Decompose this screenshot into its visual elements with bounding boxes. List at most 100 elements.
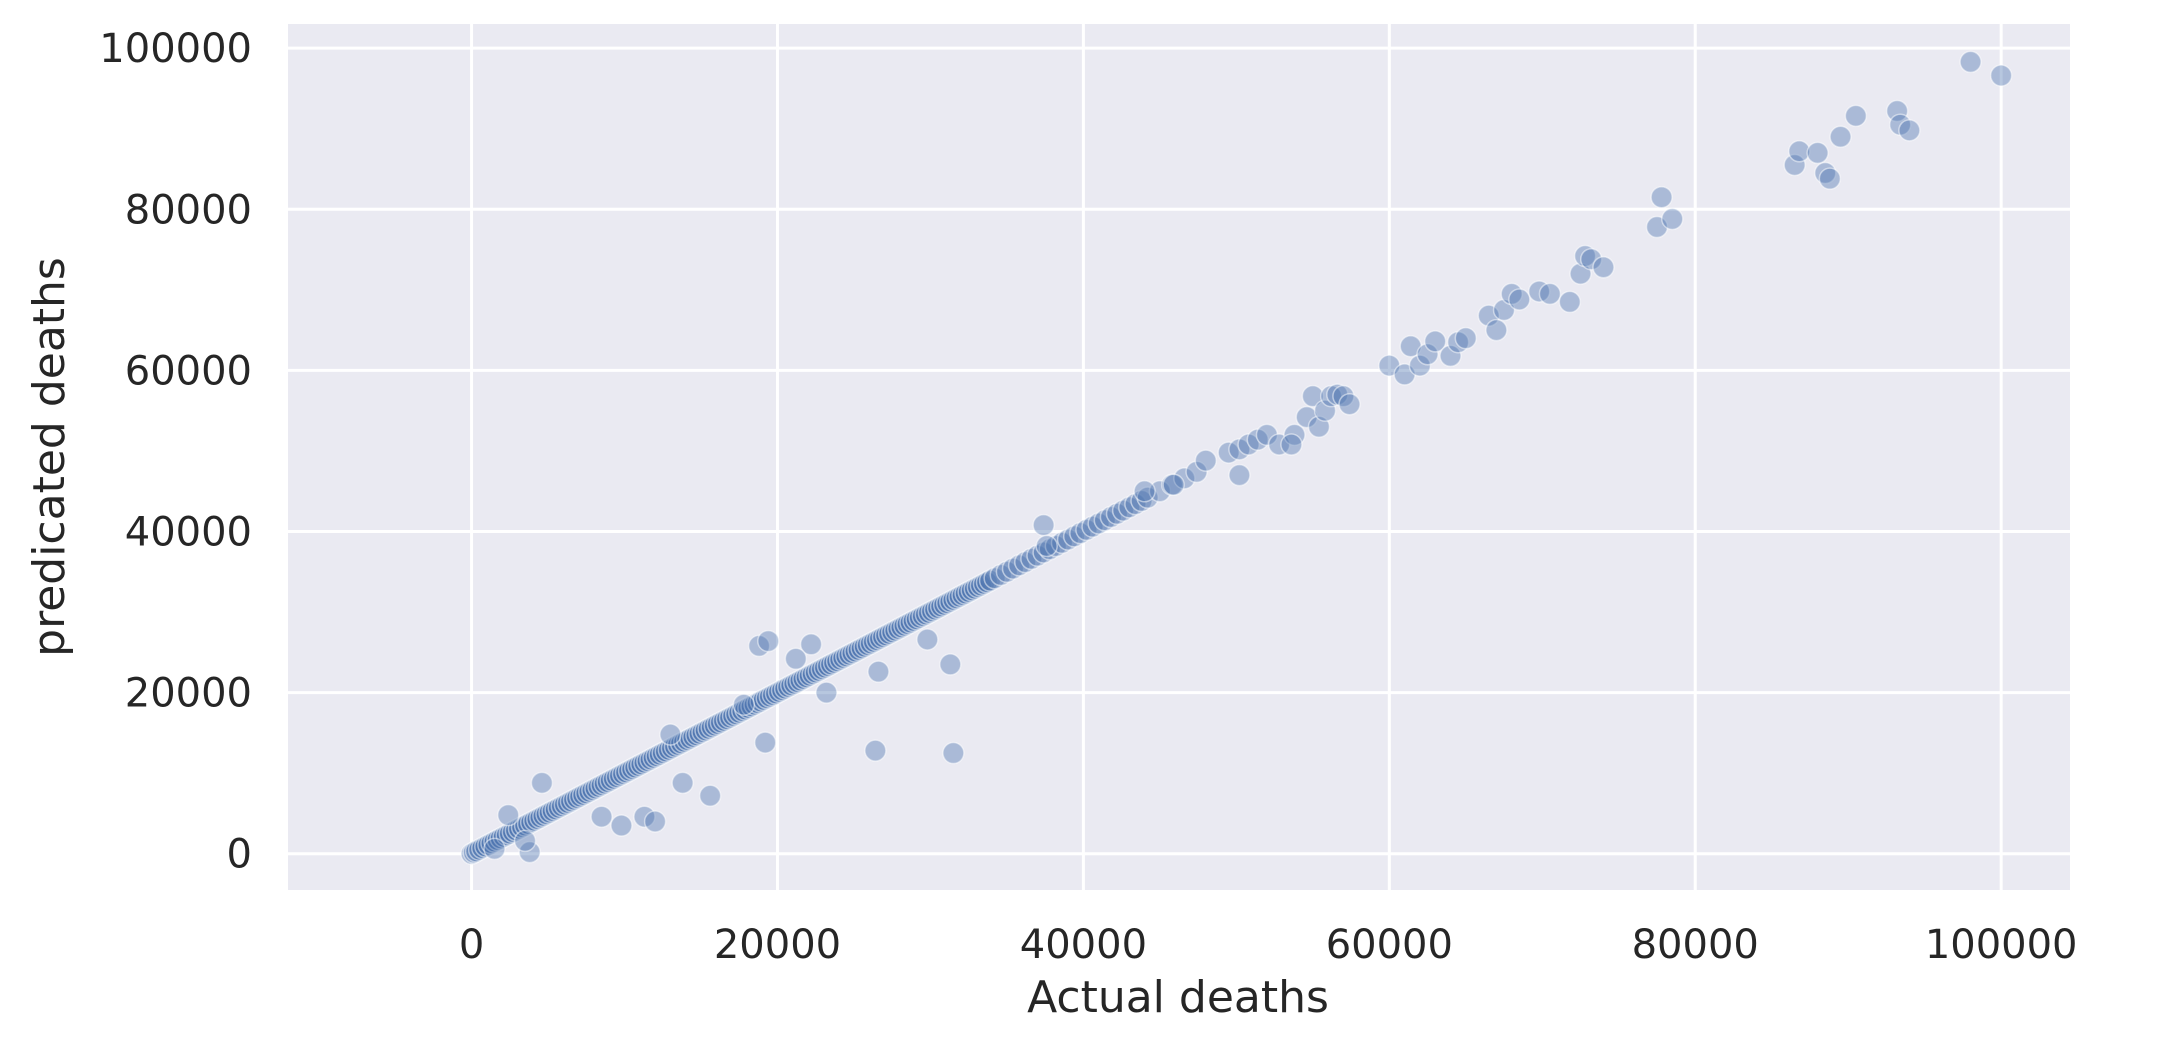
- scatter-point: [867, 660, 890, 683]
- scatter-point: [1592, 256, 1615, 279]
- scatter-point: [1185, 460, 1208, 484]
- grid-lines: [288, 24, 2070, 890]
- scatter-point: [1454, 326, 1478, 350]
- scatter-point: [1818, 167, 1842, 190]
- scatter-point: [1001, 557, 1025, 580]
- scatter-point: [815, 681, 838, 704]
- x-tick-label: 20000: [714, 922, 841, 968]
- scatter-point: [939, 653, 962, 676]
- scatter-point: [1032, 513, 1055, 537]
- scatter-point: [1301, 384, 1325, 408]
- x-tick-label: 40000: [1020, 922, 1147, 968]
- scatter-point: [1579, 247, 1603, 271]
- scatter-point: [1829, 125, 1852, 149]
- scatter-point: [995, 560, 1019, 584]
- scatter-point: [633, 805, 656, 828]
- scatter-point: [1124, 492, 1147, 516]
- scatter-point: [1508, 288, 1531, 311]
- scatter-point: [1014, 550, 1037, 574]
- scatter-point: [989, 563, 1013, 587]
- scatter-point: [1783, 153, 1806, 177]
- scatter-point: [513, 829, 537, 853]
- scatter-point: [1661, 207, 1684, 231]
- scatter-point: [1408, 354, 1432, 377]
- scatter-point: [732, 693, 756, 716]
- scatter-point: [784, 647, 808, 671]
- scatter-point: [753, 731, 777, 754]
- y-tick-labels: 0 20000 40000 60000 80000 100000: [99, 26, 252, 878]
- scatter-point: [1650, 185, 1673, 209]
- scatter-point: [1485, 318, 1508, 342]
- scatter-point: [1020, 547, 1043, 571]
- scatter-point: [916, 628, 939, 651]
- scatter-point: [1111, 499, 1135, 522]
- plot-area: [288, 24, 2070, 890]
- scatter-point: [1081, 515, 1104, 538]
- scatter-point: [1228, 463, 1251, 487]
- scatter-point: [1788, 140, 1811, 163]
- scatter-point: [942, 741, 965, 765]
- scatter-point: [1093, 508, 1117, 532]
- scatter-point: [1162, 473, 1185, 497]
- scatter-point: [1099, 505, 1123, 529]
- scatter-point: [1959, 50, 1982, 74]
- scatter-point: [864, 739, 887, 762]
- y-tick-label: 20000: [125, 671, 252, 717]
- scatter-point: [518, 840, 541, 864]
- scatter-point: [1538, 282, 1562, 306]
- scatter-point: [1038, 537, 1061, 561]
- scatter-point: [671, 771, 694, 795]
- scatter-point: [1075, 518, 1098, 542]
- scatter-point: [1194, 449, 1218, 472]
- scatter-point: [1133, 479, 1156, 503]
- scatter-point: [1007, 554, 1031, 577]
- scatter-point: [799, 633, 823, 656]
- x-tick-label: 0: [459, 922, 484, 968]
- scatter-point: [643, 810, 667, 833]
- scatter-point: [1313, 399, 1337, 422]
- scatter-point: [1423, 330, 1447, 353]
- scatter-point: [1173, 467, 1196, 490]
- scatter-point: [1806, 141, 1829, 165]
- scatter-point: [1416, 343, 1439, 366]
- y-tick-label: 100000: [99, 26, 252, 72]
- scatter-point: [1062, 525, 1086, 548]
- scatter-point: [1087, 512, 1110, 535]
- scatter-point: [1844, 104, 1868, 128]
- scatter-point: [1069, 521, 1092, 545]
- data-points: [460, 50, 2013, 865]
- scatter-point: [1026, 544, 1049, 567]
- scatter-point: [1044, 534, 1068, 558]
- y-tick-label: 80000: [125, 187, 252, 233]
- scatter-point: [530, 771, 554, 795]
- scatter-point: [1573, 244, 1597, 268]
- scatter-point: [1280, 433, 1303, 456]
- scatter-point: [1558, 290, 1582, 314]
- x-tick-label: 100000: [1925, 922, 2078, 968]
- scatter-point: [1035, 534, 1058, 558]
- x-tick-label: 80000: [1632, 922, 1759, 968]
- scatter-point: [590, 805, 613, 828]
- y-tick-label: 60000: [125, 348, 252, 394]
- scatter-point: [983, 566, 1006, 590]
- scatter-point: [757, 629, 780, 653]
- x-tick-label: 60000: [1326, 922, 1453, 968]
- scatter-point: [698, 784, 722, 807]
- scatter-point: [610, 814, 633, 837]
- scatter-point: [497, 803, 520, 827]
- scatter-point: [1989, 64, 2013, 87]
- y-tick-label: 0: [227, 832, 252, 878]
- scatter-point: [1439, 344, 1462, 368]
- scatter-point: [1898, 119, 1921, 142]
- y-axis-label: predicated deaths: [24, 257, 75, 657]
- scatter-point: [1885, 99, 1909, 123]
- scatter-point: [1105, 502, 1129, 526]
- scatter-point: [659, 723, 682, 746]
- y-tick-label: 40000: [125, 510, 252, 556]
- scatter-point: [1148, 479, 1172, 503]
- x-axis-label: Actual deaths: [1027, 972, 1329, 1023]
- x-tick-labels: 0 20000 40000 60000 80000 100000: [459, 922, 2078, 968]
- scatter-point: [1056, 528, 1080, 551]
- scatter-point: [1338, 392, 1361, 416]
